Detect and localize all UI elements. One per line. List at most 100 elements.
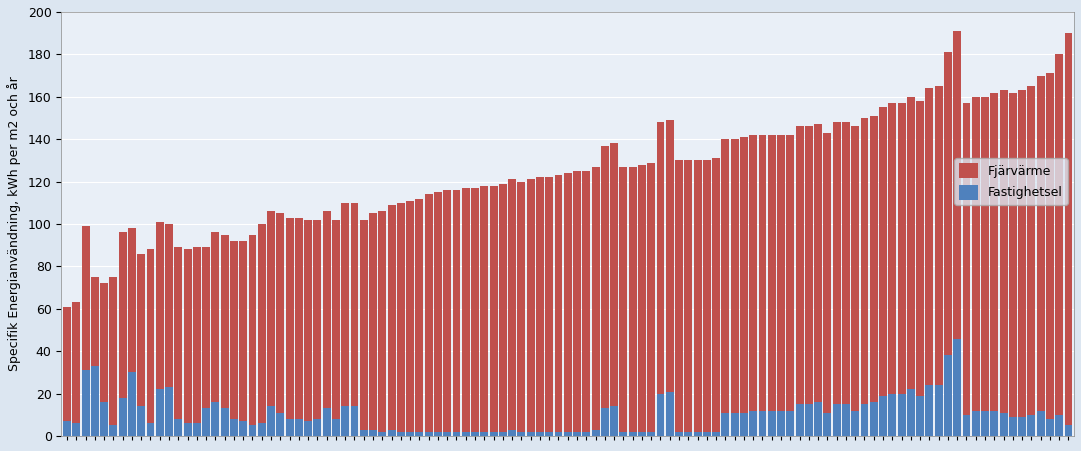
Bar bbox=[982, 410, 989, 436]
Bar bbox=[239, 421, 248, 436]
Bar bbox=[63, 307, 71, 421]
Bar bbox=[174, 419, 183, 436]
Bar bbox=[814, 124, 822, 402]
Bar bbox=[378, 432, 386, 436]
Bar bbox=[295, 419, 303, 436]
Bar bbox=[703, 161, 711, 432]
Bar bbox=[935, 86, 943, 385]
Bar bbox=[1046, 419, 1054, 436]
Bar bbox=[889, 103, 896, 394]
Bar bbox=[1018, 417, 1026, 436]
Bar bbox=[1055, 55, 1063, 415]
Bar bbox=[768, 410, 776, 436]
Bar bbox=[490, 432, 497, 436]
Bar bbox=[824, 413, 831, 436]
Bar bbox=[814, 402, 822, 436]
Bar bbox=[415, 432, 424, 436]
Bar bbox=[619, 167, 627, 432]
Bar bbox=[573, 432, 580, 436]
Bar bbox=[638, 432, 645, 436]
Bar bbox=[1055, 415, 1063, 436]
Bar bbox=[907, 389, 915, 436]
Bar bbox=[786, 135, 795, 410]
Bar bbox=[462, 432, 469, 436]
Bar bbox=[870, 402, 878, 436]
Bar bbox=[879, 396, 888, 436]
Bar bbox=[694, 161, 702, 432]
Bar bbox=[91, 277, 98, 366]
Bar bbox=[796, 404, 803, 436]
Bar bbox=[137, 254, 145, 406]
Bar bbox=[350, 203, 359, 406]
Bar bbox=[230, 241, 238, 419]
Bar bbox=[925, 385, 933, 436]
Bar bbox=[313, 419, 321, 436]
Bar bbox=[712, 158, 720, 432]
Bar bbox=[230, 419, 238, 436]
Bar bbox=[591, 430, 600, 436]
Bar bbox=[119, 398, 126, 436]
Bar bbox=[583, 171, 590, 432]
Bar bbox=[545, 177, 553, 432]
Bar bbox=[480, 432, 489, 436]
Bar bbox=[480, 186, 489, 432]
Bar bbox=[1027, 86, 1036, 415]
Bar bbox=[332, 419, 339, 436]
Bar bbox=[526, 432, 535, 436]
Bar bbox=[925, 88, 933, 385]
Bar bbox=[656, 394, 665, 436]
Bar bbox=[257, 224, 266, 423]
Bar bbox=[508, 179, 516, 430]
Bar bbox=[119, 232, 126, 398]
Bar bbox=[721, 139, 730, 413]
Bar bbox=[1037, 76, 1044, 410]
Bar bbox=[666, 391, 673, 436]
Bar bbox=[860, 118, 868, 404]
Bar bbox=[851, 126, 859, 410]
Bar bbox=[1065, 33, 1072, 425]
Bar bbox=[897, 394, 906, 436]
Bar bbox=[666, 120, 673, 391]
Bar bbox=[518, 182, 525, 432]
Bar bbox=[648, 432, 655, 436]
Bar bbox=[518, 432, 525, 436]
Bar bbox=[490, 186, 497, 432]
Bar bbox=[453, 432, 461, 436]
Bar bbox=[285, 218, 294, 419]
Bar bbox=[1009, 92, 1017, 417]
Bar bbox=[360, 220, 368, 430]
Bar bbox=[917, 101, 924, 396]
Bar bbox=[591, 167, 600, 430]
Bar bbox=[953, 31, 961, 339]
Bar bbox=[805, 126, 813, 404]
Bar bbox=[63, 421, 71, 436]
Bar bbox=[676, 432, 683, 436]
Bar bbox=[82, 370, 90, 436]
Bar bbox=[694, 432, 702, 436]
Bar bbox=[564, 173, 572, 432]
Bar bbox=[935, 385, 943, 436]
Bar bbox=[564, 432, 572, 436]
Bar bbox=[555, 432, 562, 436]
Bar bbox=[1046, 74, 1054, 419]
Bar bbox=[462, 188, 469, 432]
Bar bbox=[721, 413, 730, 436]
Bar bbox=[656, 122, 665, 394]
Bar bbox=[536, 432, 544, 436]
Bar bbox=[860, 404, 868, 436]
Bar bbox=[72, 423, 80, 436]
Bar bbox=[165, 224, 173, 387]
Bar bbox=[638, 165, 645, 432]
Bar bbox=[443, 432, 451, 436]
Bar bbox=[583, 432, 590, 436]
Bar bbox=[471, 188, 479, 432]
Bar bbox=[601, 409, 609, 436]
Bar bbox=[990, 92, 998, 410]
Bar bbox=[406, 432, 414, 436]
Bar bbox=[1009, 417, 1017, 436]
Bar bbox=[749, 135, 757, 410]
Bar bbox=[147, 249, 155, 423]
Bar bbox=[221, 235, 228, 409]
Bar bbox=[731, 413, 738, 436]
Bar bbox=[249, 235, 256, 425]
